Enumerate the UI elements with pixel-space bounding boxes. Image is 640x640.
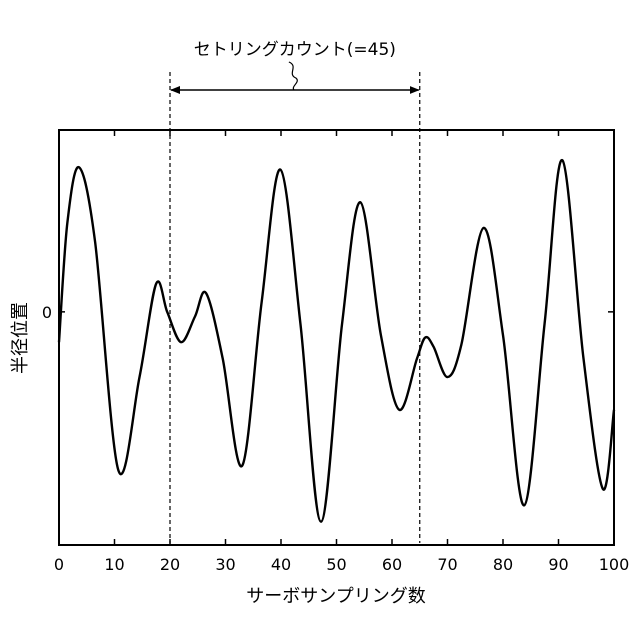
- series-line: [59, 160, 614, 522]
- span-label: セトリングカウント(=45): [194, 40, 396, 60]
- x-tick-label-10: 10: [104, 555, 124, 574]
- span-leader-line: [289, 62, 297, 90]
- x-axis-title: サーボサンプリング数: [246, 586, 425, 607]
- x-tick-label-20: 20: [160, 555, 180, 574]
- x-axis-ticks: [115, 130, 559, 545]
- x-tick-label-80: 80: [493, 555, 513, 574]
- x-tick-label-60: 60: [382, 555, 402, 574]
- x-tick-label-90: 90: [548, 555, 568, 574]
- plot-frame: [59, 130, 614, 545]
- x-axis-tick-labels: 0 10 20 30 40 50 60 70 80 90 100: [54, 555, 629, 574]
- x-tick-label-100: 100: [599, 555, 630, 574]
- y-tick-label-0: 0: [42, 303, 52, 322]
- y-axis-title: 半径位置: [10, 302, 31, 374]
- x-tick-label-0: 0: [54, 555, 64, 574]
- x-tick-label-50: 50: [326, 555, 346, 574]
- x-tick-label-70: 70: [437, 555, 457, 574]
- x-tick-label-40: 40: [271, 555, 291, 574]
- x-tick-label-30: 30: [215, 555, 235, 574]
- y-axis-tick-labels: 0: [42, 303, 52, 322]
